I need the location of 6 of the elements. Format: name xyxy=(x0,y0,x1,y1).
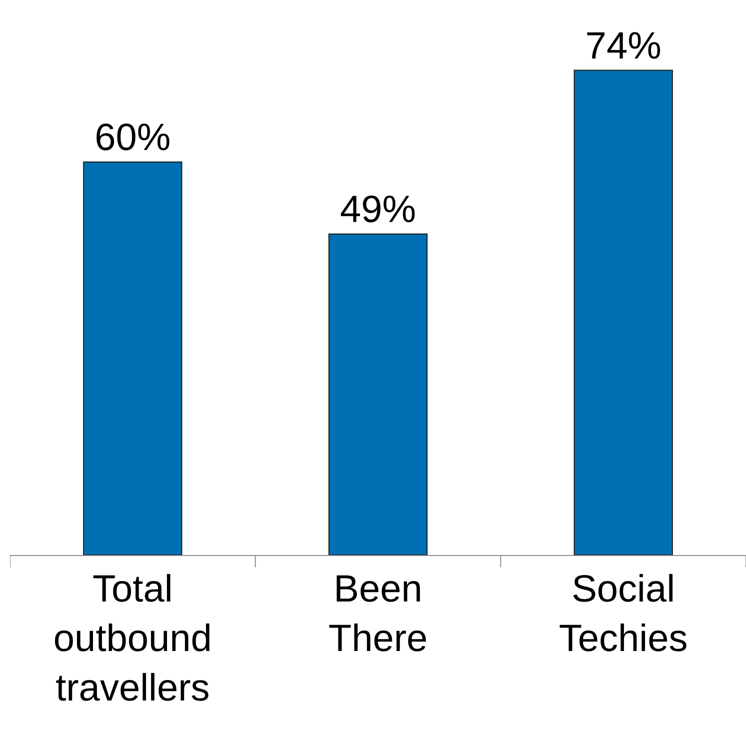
x-tick-label: Total outbound travellers xyxy=(53,568,212,710)
data-label: 49% xyxy=(340,189,416,232)
x-tick-label: Social Techies xyxy=(558,568,688,660)
data-label: 60% xyxy=(94,116,171,159)
x-tick-label: Been There xyxy=(328,568,428,660)
data-label: 74% xyxy=(585,25,662,68)
